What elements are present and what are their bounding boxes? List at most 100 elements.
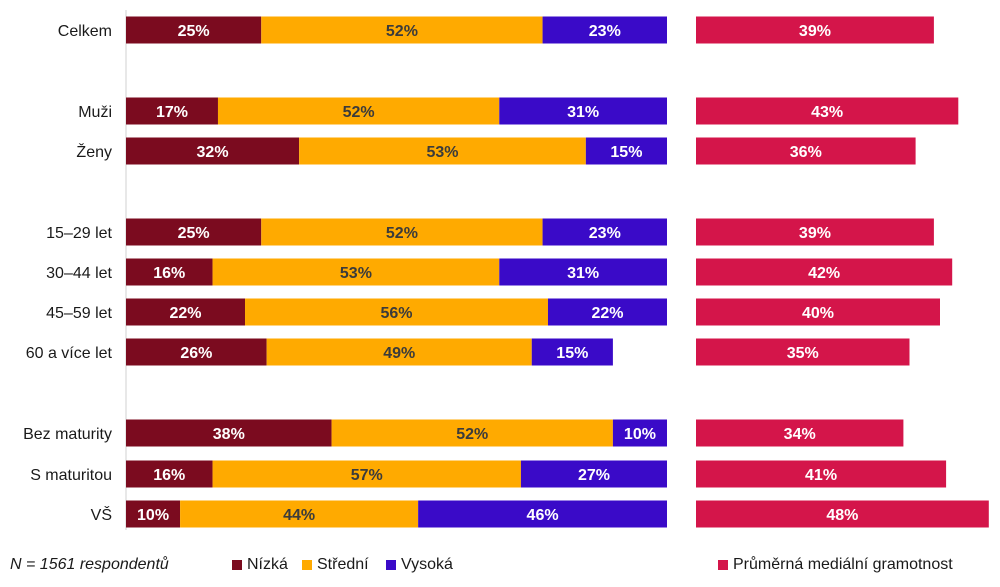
legend-label-nizka: Nízká [247,556,288,573]
legend-swatch-stredni [302,560,312,570]
bar-value-label: 26% [180,345,212,362]
bar-segment-medium [261,218,543,246]
category-label: 30–44 let [46,265,112,282]
bar-segment-medium [245,298,548,326]
bar-segment-high [585,137,667,165]
bar-value-label: 52% [386,23,418,40]
bar-value-label: 25% [178,23,210,40]
average-bar [696,500,989,528]
bar-value-label: 16% [153,265,185,282]
bar-value-label: 32% [197,144,229,161]
bar-segment-high [612,419,667,447]
bar-segment-high [418,500,667,528]
bar-value-label: 23% [589,225,621,242]
legend-item-nizka: Nízká [232,556,288,574]
bar-value-label: 16% [153,467,185,484]
bar-value-label: 10% [137,507,169,524]
bar-segment-medium [299,137,586,165]
bar-value-label: 44% [283,507,315,524]
bar-segment-medium [331,419,613,447]
average-bar [696,97,959,125]
legend-item-stredni: Střední [302,556,369,574]
average-value-label: 39% [799,225,831,242]
category-label: S maturitou [30,467,112,484]
average-value-label: 43% [811,104,843,121]
bar-segment-low [126,218,262,246]
category-label: Bez maturity [23,426,112,443]
average-bar [696,218,934,246]
average-value-label: 35% [787,345,819,362]
bar-value-label: 31% [567,265,599,282]
legend-swatch-vysoka [386,560,396,570]
bar-segment-high [499,97,667,125]
sample-size-note: N = 1561 respondentů [10,556,169,573]
bar-value-label: 38% [213,426,245,443]
category-label: 15–29 let [46,225,112,242]
category-label: VŠ [91,505,112,524]
average-value-label: 39% [799,23,831,40]
bar-value-label: 53% [426,144,458,161]
category-label: 60 a více let [26,345,113,362]
category-label: Ženy [76,142,112,161]
legend-label-vysoka: Vysoká [401,556,453,573]
bar-value-label: 27% [578,467,610,484]
legend-label-stredni: Střední [317,556,369,573]
bar-value-label: 57% [351,467,383,484]
average-value-label: 34% [784,426,816,443]
average-bar [696,338,910,366]
bar-value-label: 46% [527,507,559,524]
bar-value-label: 52% [456,426,488,443]
bar-value-label: 25% [178,225,210,242]
bar-value-label: 22% [169,305,201,322]
category-label: 45–59 let [46,305,112,322]
bar-value-label: 31% [567,104,599,121]
bar-value-label: 49% [383,345,415,362]
average-value-label: 36% [790,144,822,161]
average-bar [696,137,916,165]
bar-value-label: 15% [556,345,588,362]
bar-segment-medium [212,460,521,488]
average-bar [696,419,904,447]
legend-swatch-average [718,560,728,570]
average-value-label: 48% [826,507,858,524]
bar-value-label: 15% [610,144,642,161]
bar-segment-low [126,460,213,488]
legend-swatch-nizka [232,560,242,570]
bar-segment-low [126,338,267,366]
category-label: Muži [78,104,112,121]
bar-segment-medium [261,16,543,44]
bar-value-label: 17% [156,104,188,121]
bar-value-label: 53% [340,265,372,282]
bar-segment-high [547,298,667,326]
legend-item-average: Průměrná mediální gramotnost [718,556,953,574]
average-bar [696,460,947,488]
bar-segment-medium [217,97,500,125]
bar-value-label: 52% [343,104,375,121]
bar-segment-medium [180,500,419,528]
bar-segment-low [126,137,300,165]
average-bar [696,16,934,44]
bar-value-label: 22% [591,305,623,322]
bar-segment-high [499,258,667,286]
average-value-label: 41% [805,467,837,484]
bar-value-label: 23% [589,23,621,40]
media-literacy-chart: Celkem 25% 52% 23% 39% Muži 17% 52% 31% 43% Ženy 32… [23,10,989,530]
bar-value-label: 56% [380,305,412,322]
legend-item-vysoka: Vysoká [386,556,453,574]
bar-segment-high [531,338,613,366]
bar-segment-low [126,419,332,447]
bar-segment-medium [266,338,532,366]
category-label: Celkem [58,23,112,40]
bar-segment-low [126,97,218,125]
bar-segment-low [126,500,181,528]
average-value-label: 42% [808,265,840,282]
average-bar [696,258,953,286]
bar-value-label: 52% [386,225,418,242]
bar-segment-low [126,16,262,44]
bar-segment-low [126,258,213,286]
bar-value-label: 10% [624,426,656,443]
average-value-label: 40% [802,305,834,322]
bar-segment-high [542,218,667,246]
bar-segment-low [126,298,246,326]
legend-label-average: Průměrná mediální gramotnost [733,556,953,573]
